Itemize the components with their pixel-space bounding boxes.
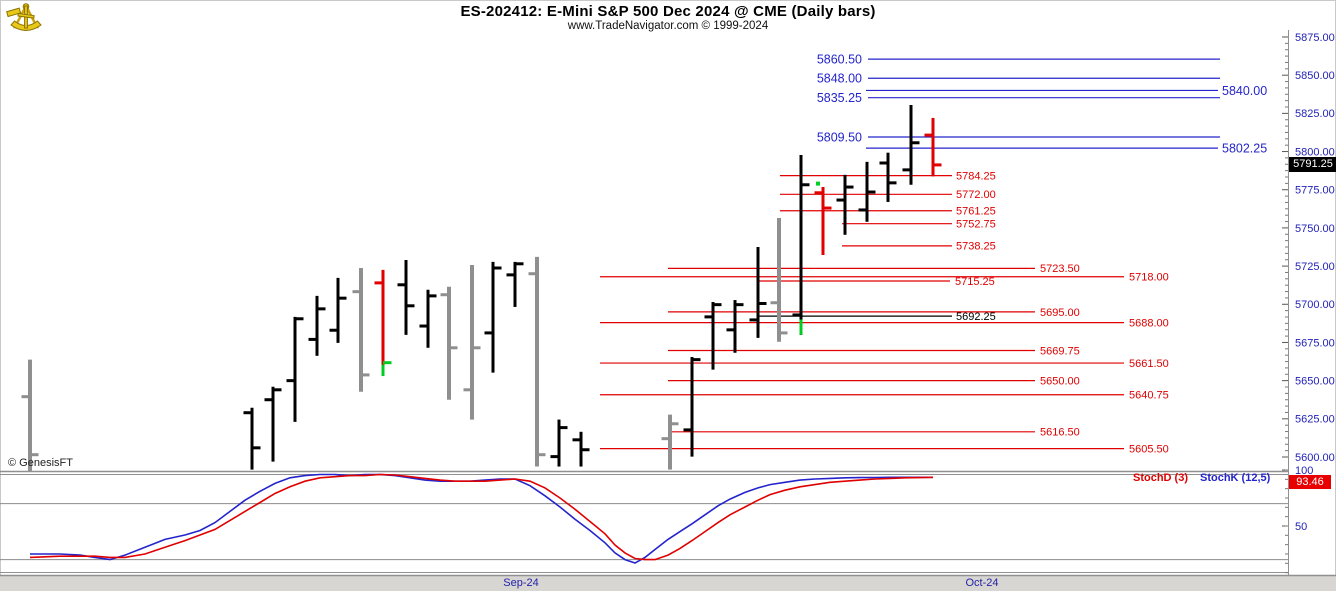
- x-axis-label-sep24: Sep-24: [503, 577, 539, 589]
- price-level-label-5835.25: 5835.25: [817, 91, 862, 105]
- price-level-label-5784.25: 5784.25: [956, 170, 996, 182]
- price-level-label-5772.00: 5772.00: [956, 189, 996, 201]
- chart-subtitle: www.TradeNavigator.com © 1999-2024: [567, 20, 769, 32]
- price-level-label-5723.50: 5723.50: [1040, 263, 1080, 275]
- stoch-axis-label: 100: [1295, 465, 1313, 477]
- legend-stochd-label: StochD (3): [1133, 472, 1188, 484]
- stoch-curve-StochD (3): [29, 473, 934, 561]
- price-level-label-5752.75: 5752.75: [956, 219, 996, 231]
- last-price-badge: 5791.25: [1289, 157, 1336, 173]
- price-level-label-5616.50: 5616.50: [1040, 427, 1080, 439]
- price-level-label-5661.50: 5661.50: [1129, 358, 1169, 370]
- price-level-label-5848.00: 5848.00: [817, 72, 862, 86]
- price-level-label-5605.50: 5605.50: [1129, 443, 1169, 455]
- price-level-label-5692.25: 5692.25: [956, 311, 996, 323]
- x-axis-label-oct24: Oct-24: [965, 577, 999, 589]
- price-axis-label: 5675.00: [1295, 337, 1335, 349]
- price-level-label-5669.75: 5669.75: [1040, 345, 1080, 357]
- stoch-axis-label: 50: [1295, 521, 1307, 533]
- price-axis-label: 5650.00: [1295, 375, 1335, 387]
- stoch-legend: StochD (3) StochK (12,5): [1133, 472, 1270, 484]
- price-axis-label: 5700.00: [1295, 299, 1335, 311]
- genesisft-sextant-logo: [6, 3, 42, 31]
- price-level-label-5695.00: 5695.00: [1040, 307, 1080, 319]
- price-level-label-5715.25: 5715.25: [955, 276, 995, 288]
- price-level-label-5718.00: 5718.00: [1129, 272, 1169, 284]
- price-level-label-5761.25: 5761.25: [956, 206, 996, 218]
- price-level-label-5809.50: 5809.50: [817, 130, 862, 144]
- stoch-value-badge: 93.46: [1289, 475, 1331, 490]
- price-level-label-5860.50: 5860.50: [817, 53, 862, 67]
- chart-title: ES-202412: E-Mini S&P 500 Dec 2024 @ CME…: [460, 3, 876, 20]
- price-level-label-5650.00: 5650.00: [1040, 375, 1080, 387]
- price-axis-label: 5850.00: [1295, 70, 1335, 82]
- stoch-curve-StochK (12,5): [30, 473, 933, 564]
- price-axis-label: 5825.00: [1295, 108, 1335, 120]
- price-axis-label: 5600.00: [1295, 452, 1335, 464]
- price-level-label-5840.00: 5840.00: [1222, 84, 1267, 98]
- green-marker-dot: [816, 181, 820, 186]
- legend-stochk-label: StochK (12,5): [1200, 472, 1271, 484]
- price-axis-label: 5800.00: [1295, 146, 1335, 158]
- copyright-text: © GenesisFT: [8, 457, 73, 469]
- price-axis-label: 5775.00: [1295, 185, 1335, 197]
- price-axis-label: 5750.00: [1295, 223, 1335, 235]
- date-axis-band: [0, 575, 1336, 591]
- price-level-label-5738.25: 5738.25: [956, 241, 996, 253]
- price-axis-label: 5875.00: [1295, 32, 1335, 44]
- price-axis-label: 5625.00: [1295, 414, 1335, 426]
- price-level-label-5688.00: 5688.00: [1129, 317, 1169, 329]
- price-level-label-5640.75: 5640.75: [1129, 390, 1169, 402]
- price-axis-label: 5725.00: [1295, 261, 1335, 273]
- price-level-label-5802.25: 5802.25: [1222, 141, 1267, 155]
